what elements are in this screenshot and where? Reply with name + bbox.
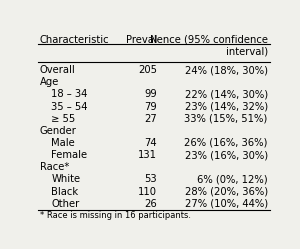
Text: Gender: Gender bbox=[40, 126, 77, 136]
Text: 110: 110 bbox=[138, 187, 157, 196]
Text: 74: 74 bbox=[145, 138, 157, 148]
Text: N: N bbox=[150, 35, 157, 45]
Text: 6% (0%, 12%): 6% (0%, 12%) bbox=[197, 174, 268, 184]
Text: 99: 99 bbox=[145, 89, 157, 99]
Text: ≥ 55: ≥ 55 bbox=[52, 114, 76, 124]
Text: Age: Age bbox=[40, 77, 59, 87]
Text: 33% (15%, 51%): 33% (15%, 51%) bbox=[184, 114, 268, 124]
Text: 26: 26 bbox=[145, 199, 157, 209]
Text: 79: 79 bbox=[145, 102, 157, 112]
Text: White: White bbox=[52, 174, 81, 184]
Text: Female: Female bbox=[52, 150, 88, 160]
Text: 131: 131 bbox=[138, 150, 157, 160]
Text: Male: Male bbox=[52, 138, 75, 148]
Text: 24% (18%, 30%): 24% (18%, 30%) bbox=[185, 65, 268, 75]
Text: * Race is missing in 16 participants.: * Race is missing in 16 participants. bbox=[40, 211, 191, 220]
Text: Other: Other bbox=[52, 199, 80, 209]
Text: 26% (16%, 36%): 26% (16%, 36%) bbox=[184, 138, 268, 148]
Text: 28% (20%, 36%): 28% (20%, 36%) bbox=[184, 187, 268, 196]
Text: Race*: Race* bbox=[40, 162, 69, 172]
Text: 23% (16%, 30%): 23% (16%, 30%) bbox=[184, 150, 268, 160]
Text: 27% (10%, 44%): 27% (10%, 44%) bbox=[184, 199, 268, 209]
Text: 18 – 34: 18 – 34 bbox=[52, 89, 88, 99]
Text: 53: 53 bbox=[145, 174, 157, 184]
Text: 22% (14%, 30%): 22% (14%, 30%) bbox=[184, 89, 268, 99]
Text: Black: Black bbox=[52, 187, 79, 196]
Text: Characteristic: Characteristic bbox=[40, 35, 110, 45]
Text: 35 – 54: 35 – 54 bbox=[52, 102, 88, 112]
Text: 205: 205 bbox=[138, 65, 157, 75]
Text: 23% (14%, 32%): 23% (14%, 32%) bbox=[184, 102, 268, 112]
Text: Prevalence (95% confidence
interval): Prevalence (95% confidence interval) bbox=[126, 35, 268, 56]
Text: 27: 27 bbox=[145, 114, 157, 124]
Text: Overall: Overall bbox=[40, 65, 76, 75]
